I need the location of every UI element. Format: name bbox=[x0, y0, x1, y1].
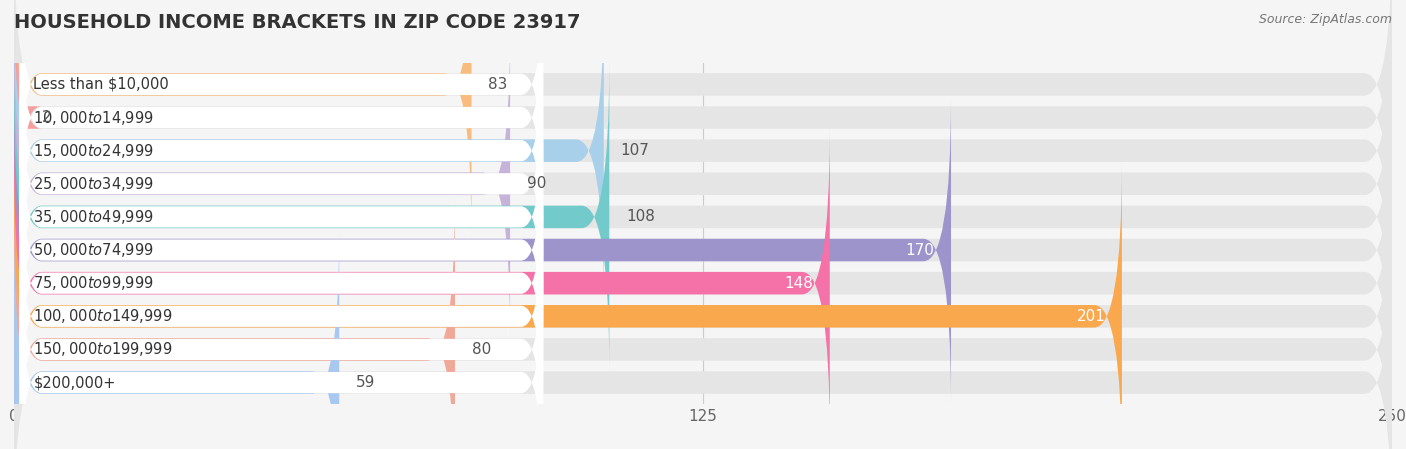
FancyBboxPatch shape bbox=[20, 0, 543, 206]
FancyBboxPatch shape bbox=[14, 195, 456, 449]
FancyBboxPatch shape bbox=[14, 62, 609, 371]
Text: 59: 59 bbox=[356, 375, 375, 390]
Text: 80: 80 bbox=[471, 342, 491, 357]
FancyBboxPatch shape bbox=[14, 129, 1392, 438]
Text: $200,000+: $200,000+ bbox=[34, 375, 115, 390]
FancyBboxPatch shape bbox=[14, 0, 1392, 272]
FancyBboxPatch shape bbox=[14, 228, 1392, 449]
FancyBboxPatch shape bbox=[14, 29, 1392, 338]
FancyBboxPatch shape bbox=[14, 0, 471, 239]
Text: 90: 90 bbox=[527, 176, 546, 191]
Text: Less than $10,000: Less than $10,000 bbox=[34, 77, 169, 92]
Text: 2: 2 bbox=[42, 110, 51, 125]
Text: $75,000 to $99,999: $75,000 to $99,999 bbox=[34, 274, 155, 292]
FancyBboxPatch shape bbox=[14, 62, 1392, 371]
Text: 108: 108 bbox=[626, 209, 655, 224]
FancyBboxPatch shape bbox=[20, 62, 543, 306]
FancyBboxPatch shape bbox=[20, 29, 543, 273]
Text: $50,000 to $74,999: $50,000 to $74,999 bbox=[34, 241, 155, 259]
FancyBboxPatch shape bbox=[20, 128, 543, 372]
Text: 201: 201 bbox=[1077, 309, 1105, 324]
FancyBboxPatch shape bbox=[14, 96, 1392, 405]
FancyBboxPatch shape bbox=[14, 162, 1122, 449]
Text: $10,000 to $14,999: $10,000 to $14,999 bbox=[34, 109, 155, 127]
FancyBboxPatch shape bbox=[0, 0, 42, 272]
FancyBboxPatch shape bbox=[20, 261, 543, 449]
FancyBboxPatch shape bbox=[14, 129, 830, 438]
Text: $25,000 to $34,999: $25,000 to $34,999 bbox=[34, 175, 155, 193]
Text: 148: 148 bbox=[785, 276, 813, 291]
FancyBboxPatch shape bbox=[20, 0, 543, 239]
FancyBboxPatch shape bbox=[14, 0, 603, 305]
FancyBboxPatch shape bbox=[14, 228, 339, 449]
Text: $15,000 to $24,999: $15,000 to $24,999 bbox=[34, 141, 155, 160]
Text: 170: 170 bbox=[905, 242, 935, 258]
FancyBboxPatch shape bbox=[14, 0, 1392, 305]
Text: 83: 83 bbox=[488, 77, 508, 92]
FancyBboxPatch shape bbox=[14, 162, 1392, 449]
FancyBboxPatch shape bbox=[20, 194, 543, 438]
FancyBboxPatch shape bbox=[14, 96, 950, 405]
FancyBboxPatch shape bbox=[20, 161, 543, 405]
FancyBboxPatch shape bbox=[20, 228, 543, 449]
Text: $150,000 to $199,999: $150,000 to $199,999 bbox=[34, 340, 173, 358]
Text: HOUSEHOLD INCOME BRACKETS IN ZIP CODE 23917: HOUSEHOLD INCOME BRACKETS IN ZIP CODE 23… bbox=[14, 13, 581, 32]
FancyBboxPatch shape bbox=[20, 95, 543, 339]
Text: 107: 107 bbox=[620, 143, 650, 158]
FancyBboxPatch shape bbox=[14, 29, 510, 338]
Text: $100,000 to $149,999: $100,000 to $149,999 bbox=[34, 307, 173, 326]
Text: $35,000 to $49,999: $35,000 to $49,999 bbox=[34, 208, 155, 226]
FancyBboxPatch shape bbox=[14, 195, 1392, 449]
Text: Source: ZipAtlas.com: Source: ZipAtlas.com bbox=[1258, 13, 1392, 26]
FancyBboxPatch shape bbox=[14, 0, 1392, 239]
